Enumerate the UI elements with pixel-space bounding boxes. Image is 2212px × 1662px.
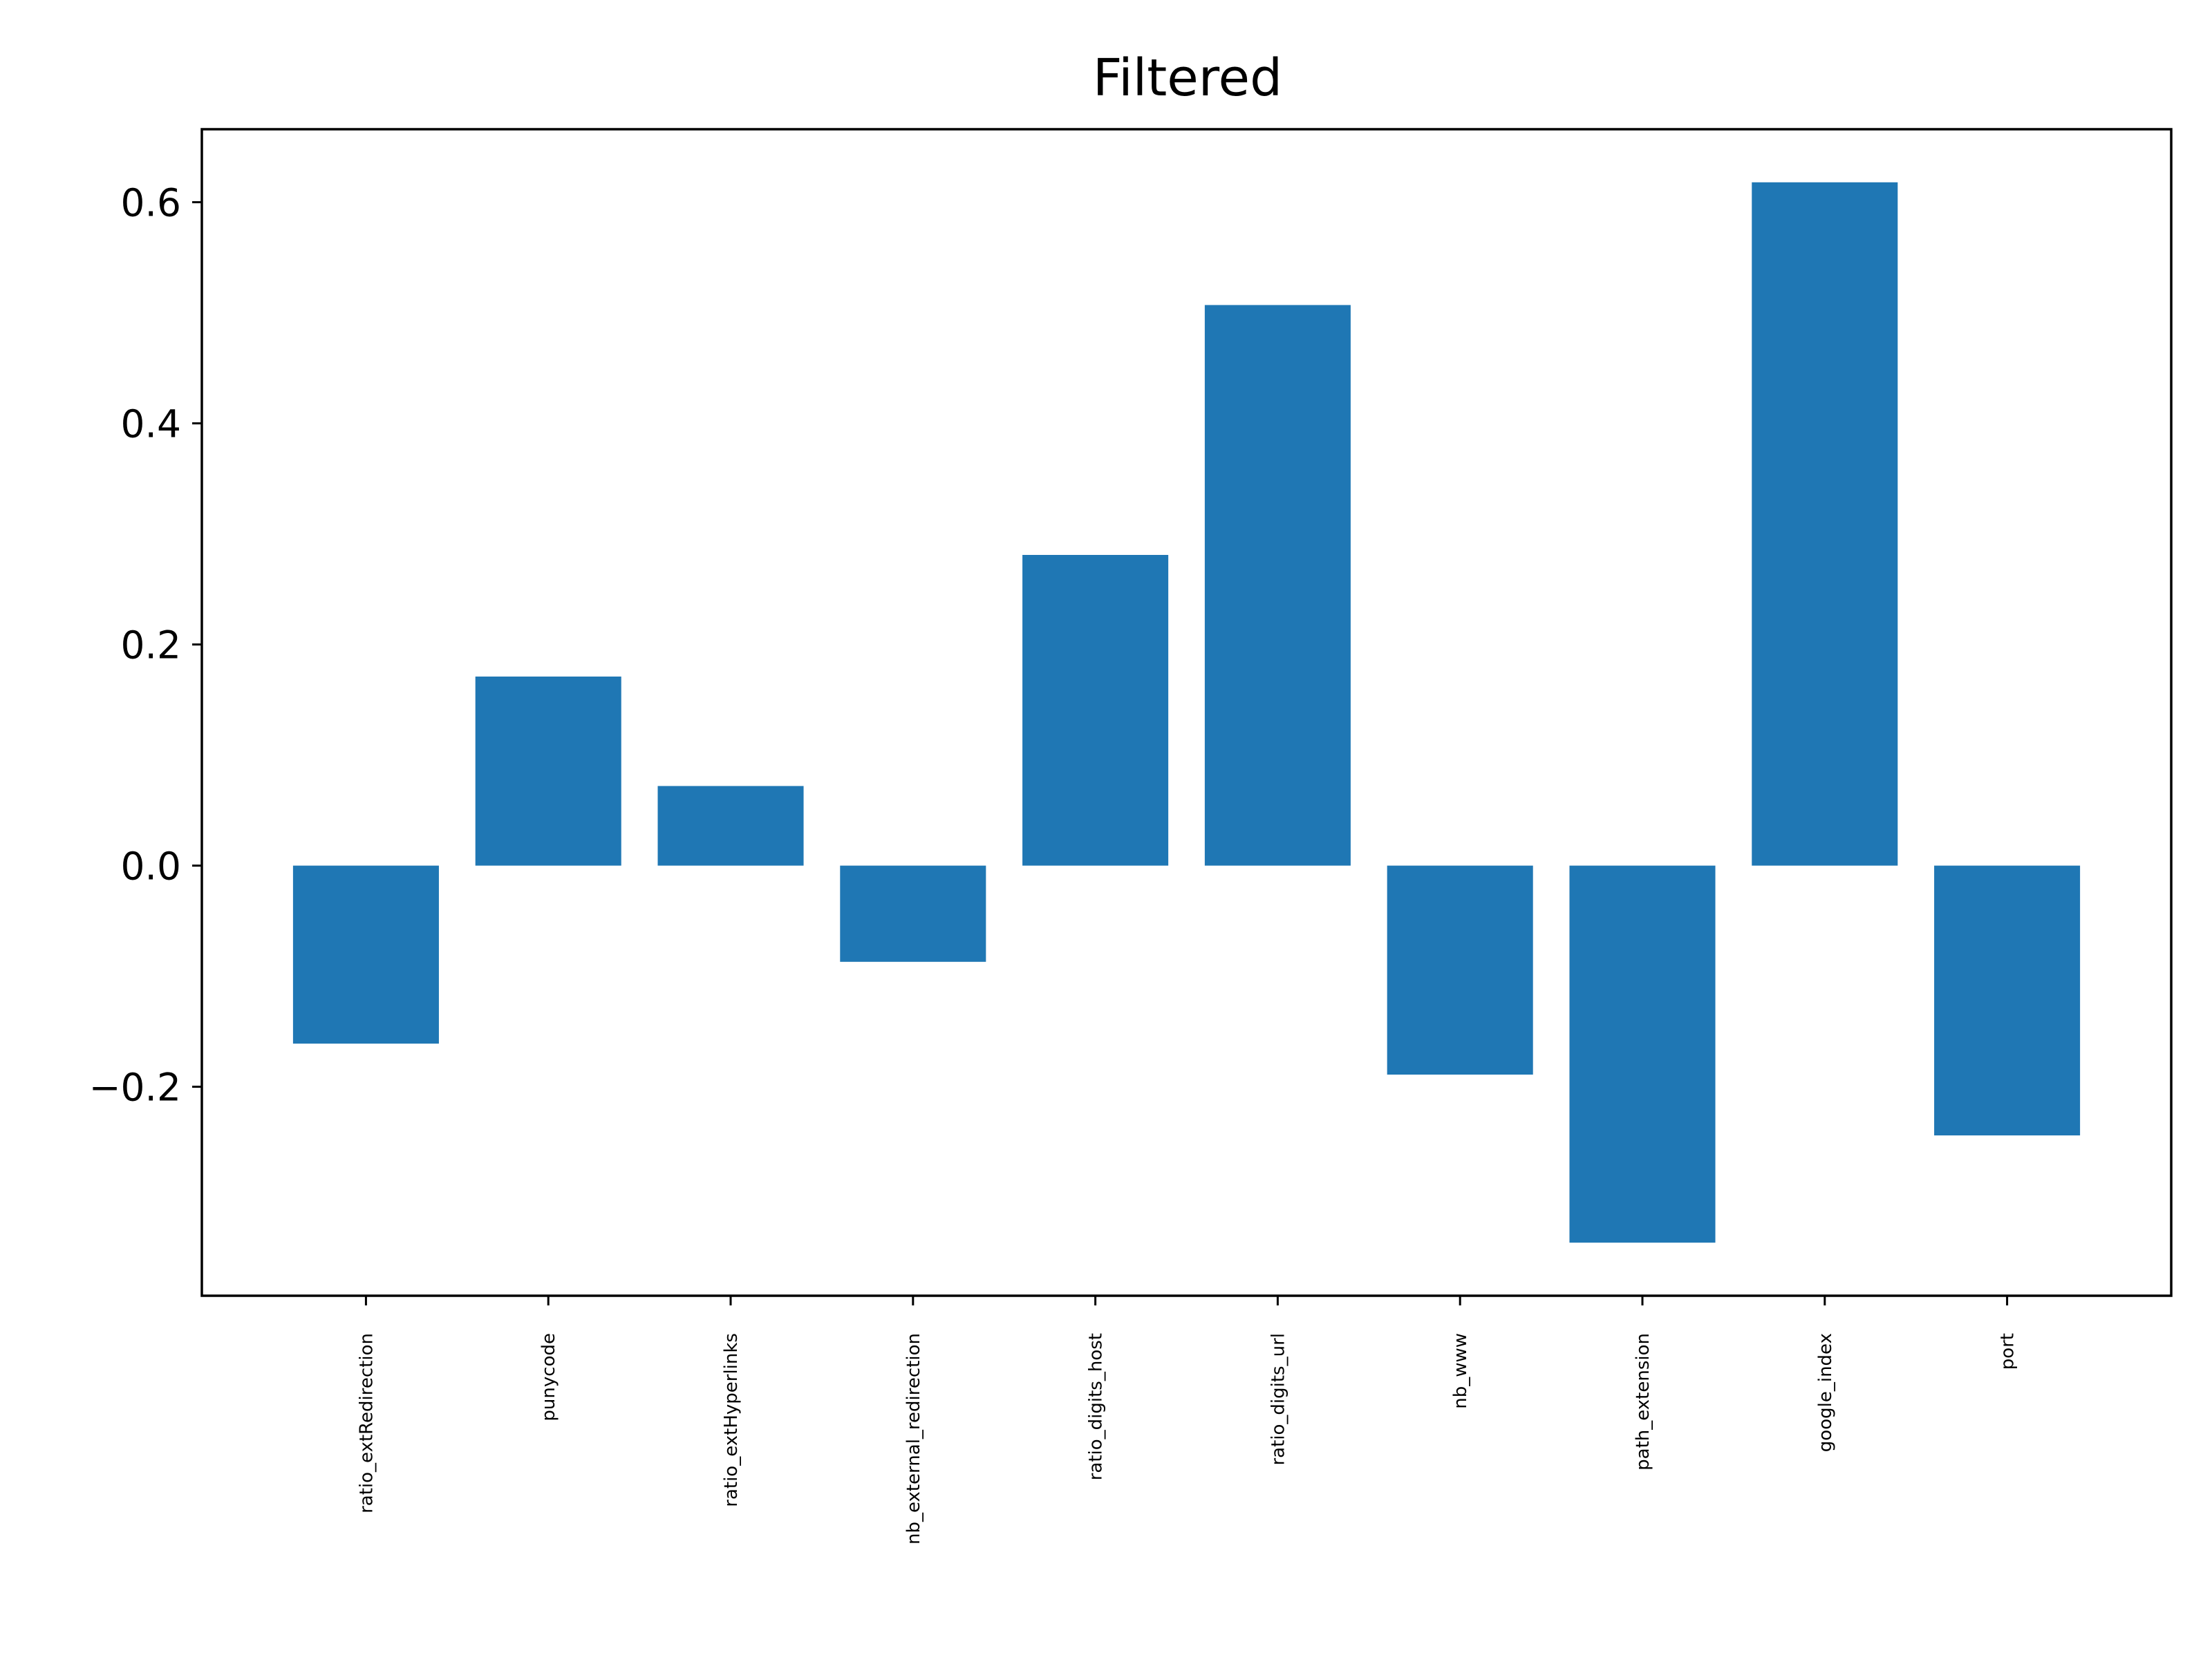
y-tick-label: 0.4 xyxy=(121,402,181,446)
bar-ratio_extRedirection xyxy=(292,865,439,1044)
x-axis: ratio_extRedirection punycode ratio_extHyp… xyxy=(356,1296,2018,1545)
y-tick-label: −0.2 xyxy=(88,1066,181,1110)
y-axis: −0.2 0.0 0.2 0.4 0.6 xyxy=(88,181,202,1110)
x-tick-label: nb_external_redirection xyxy=(903,1333,924,1545)
bar-google_index xyxy=(1752,182,1898,866)
x-tick-label: ratio_digits_url xyxy=(1268,1333,1288,1466)
bar-ratio_digits_host xyxy=(1022,555,1169,866)
bar-punycode xyxy=(475,677,621,866)
x-tick-label: path_extension xyxy=(1633,1333,1653,1471)
bar-nb_www xyxy=(1387,865,1533,1075)
y-tick-label: 0.6 xyxy=(121,181,181,225)
bar-nb_external_redirection xyxy=(840,865,986,962)
x-tick-label: punycode xyxy=(538,1333,559,1422)
x-tick-label: google_index xyxy=(1815,1333,1836,1452)
bar-path_extension xyxy=(1569,865,1716,1243)
chart-title: Filtered xyxy=(1093,48,1282,108)
x-tick-label: ratio_extRedirection xyxy=(356,1333,377,1513)
bar-ratio_extHyperlinks xyxy=(657,786,804,866)
x-tick-label: ratio_digits_host xyxy=(1086,1333,1107,1480)
x-tick-label: nb_www xyxy=(1450,1333,1471,1409)
plot-frame xyxy=(200,128,2173,1297)
bar-ratio_digits_url xyxy=(1204,305,1351,866)
bars-layer xyxy=(292,182,2081,1243)
x-tick-label: ratio_extHyperlinks xyxy=(721,1333,742,1507)
y-tick-label: 0.0 xyxy=(121,844,181,889)
y-tick-label: 0.2 xyxy=(121,623,181,668)
bar-port xyxy=(1934,865,2081,1135)
x-tick-label: port xyxy=(1998,1333,2018,1370)
